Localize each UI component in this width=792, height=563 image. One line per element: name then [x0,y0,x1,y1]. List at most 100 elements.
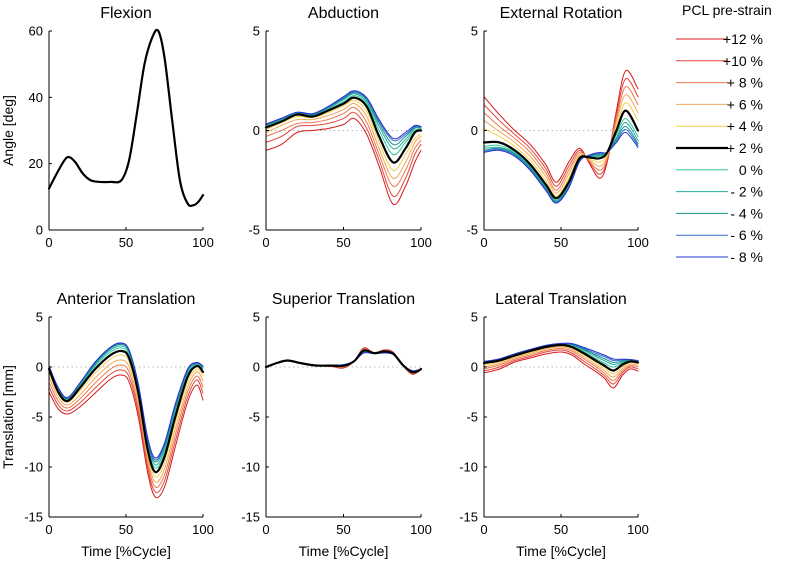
flexion-title: Flexion [100,5,152,22]
abduction-title: Abduction [308,5,379,22]
y-axis-label: Angle [deg] [0,95,16,166]
x-tick-label: 100 [410,235,432,250]
x-tick-label: 50 [554,522,568,537]
y-tick-label: -5 [248,410,260,425]
x-tick-label: 100 [192,522,214,537]
legend-label: + 8 % [727,75,763,91]
y-tick-label: -15 [24,510,43,525]
series-line [483,349,639,385]
y-tick-label: 0 [36,360,43,375]
y-tick-label: 0 [253,123,260,138]
y-tick-label: 0 [253,360,260,375]
series-line [483,351,639,389]
superior-translation-title: Superior Translation [272,291,415,308]
y-tick-label: -5 [466,223,478,238]
y-tick-label: 40 [29,90,43,105]
legend-label: + 2 % [727,140,763,156]
y-tick-label: 5 [253,24,260,39]
series-line [483,102,639,197]
x-tick-label: 0 [480,235,487,250]
legend-item: +12 % [676,31,763,47]
series-line [265,102,422,179]
legend: PCL pre-strain +12 % +10 % + 8 % + 6 % + 4 %… [676,2,772,265]
x-tick-label: 0 [45,235,52,250]
y-tick-label: 0 [36,223,43,238]
series-line [265,90,422,140]
legend-title: PCL pre-strain [682,2,772,18]
y-tick-label: -10 [24,460,43,475]
x-axis-label: Time [%Cycle] [516,543,606,559]
series-line [483,342,639,362]
legend-item: + 2 % [676,140,763,156]
series-line [48,359,204,483]
x-tick-label: 0 [45,522,52,537]
series-line [47,349,205,474]
x-tick-label: 50 [336,235,350,250]
series-line [483,69,639,183]
series-line [483,78,639,187]
y-tick-label: -10 [241,460,260,475]
series-line [264,349,423,374]
flexion-panel: Flexion 0 50 100 0 20 40 60 Angle [deg] [0,5,214,250]
x-tick-label: 100 [627,522,649,537]
x-axis-label: Time [%Cycle] [299,543,389,559]
x-tick-label: 100 [192,235,214,250]
anterior-translation-panel: Anterior Translation 0 50 100 -15 -10 -5 0 5 Tran… [0,291,214,559]
legend-label: 0 % [739,162,763,178]
legend-label: - 2 % [730,184,763,200]
x-tick-label: 50 [119,235,133,250]
legend-label: - 6 % [730,227,763,243]
series-line [483,94,639,194]
legend-item: + 8 % [676,75,763,91]
x-axis-label: Time [%Cycle] [81,543,171,559]
y-tick-label: -15 [241,510,260,525]
legend-item: - 6 % [676,227,763,243]
y-tick-label: 20 [29,156,43,171]
legend-item: + 6 % [676,96,763,112]
legend-item: - 4 % [676,205,763,221]
lateral-translation-panel: Lateral Translation 0 50 100 -15 -10 -5 0 5 Time … [459,291,649,559]
legend-label: + 6 % [727,96,763,112]
series-line [48,364,204,488]
y-tick-label: 5 [253,310,260,325]
legend-item: - 2 % [676,184,763,200]
x-tick-label: 50 [336,522,350,537]
y-tick-label: -15 [459,510,478,525]
legend-item: - 8 % [676,249,763,265]
series-line [48,342,204,459]
x-tick-label: 0 [262,235,269,250]
y-tick-label: -5 [248,223,260,238]
x-tick-label: 0 [262,522,269,537]
series-line [482,343,640,372]
superior-translation-panel: Superior Translation 0 50 100 -15 -10 -5 0 5 Time… [241,291,432,559]
series-line [265,111,422,198]
series-line [483,347,639,381]
x-tick-label: 0 [480,522,487,537]
legend-label: +10 % [723,53,763,69]
lateral-translation-title: Lateral Translation [495,291,627,308]
series-line [482,109,640,200]
legend-label: + 4 % [727,118,763,134]
y-tick-label: 0 [471,360,478,375]
external-rotation-title: External Rotation [500,5,623,22]
y-tick-label: 5 [471,310,478,325]
y-axis-label: Translation [mm] [0,365,16,469]
y-tick-label: 0 [471,123,478,138]
x-tick-label: 100 [627,235,649,250]
series-line [483,346,639,378]
legend-item: +10 % [676,53,763,69]
x-tick-label: 50 [119,522,133,537]
series-line [47,28,205,208]
series-line [265,100,422,171]
anterior-translation-title: Anterior Translation [57,291,196,308]
y-tick-label: -10 [459,460,478,475]
y-tick-label: 5 [36,310,43,325]
series-line [483,86,639,191]
y-tick-label: 5 [471,24,478,39]
series-line [48,374,204,499]
series-line [483,131,639,204]
